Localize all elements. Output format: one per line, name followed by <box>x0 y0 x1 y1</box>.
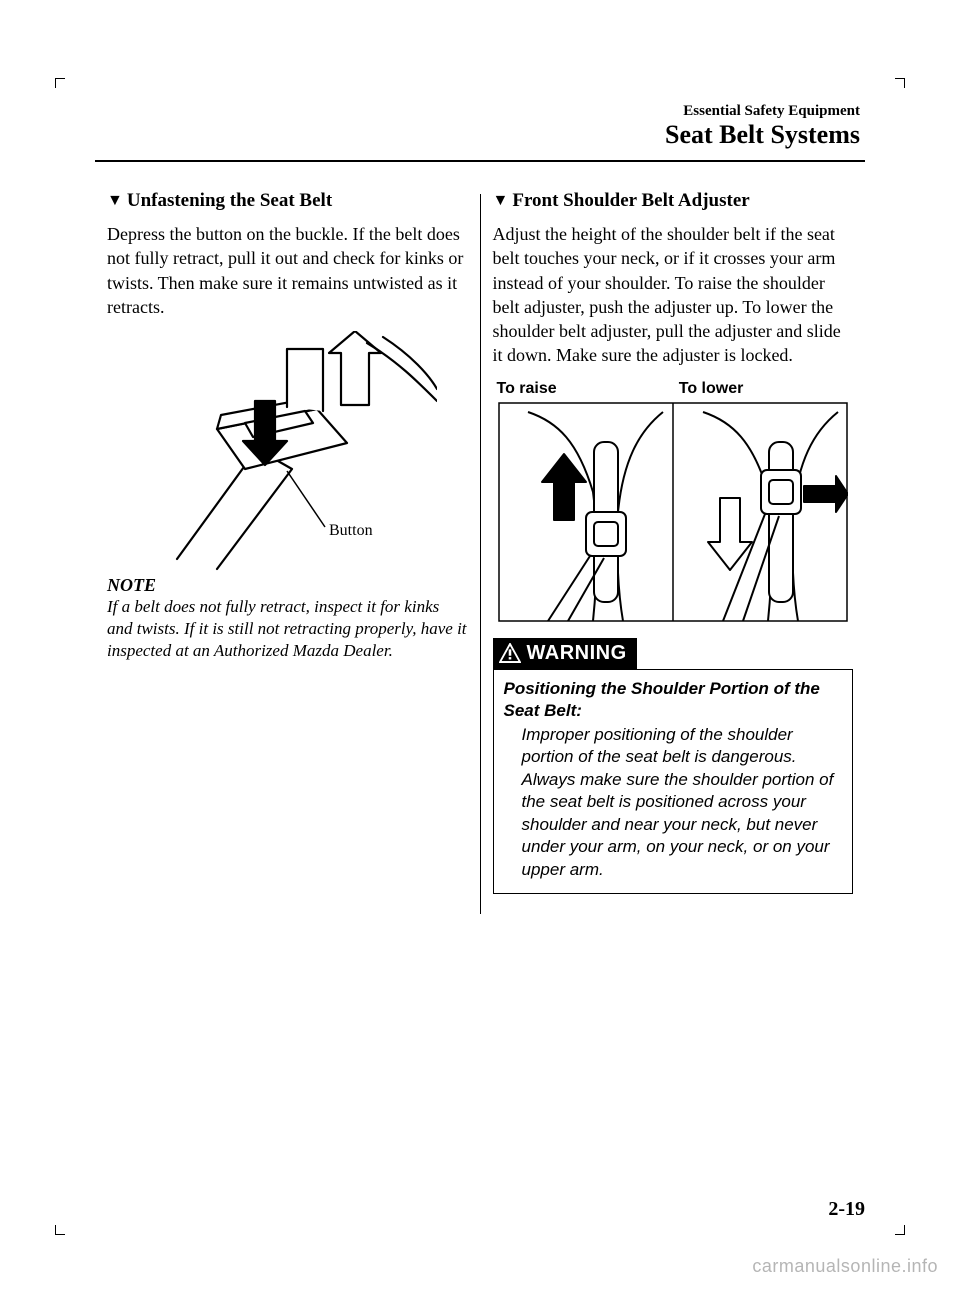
seat-belt-buckle-illustration: Button <box>137 331 437 571</box>
figure-label-button: Button <box>329 522 373 539</box>
body-text: Depress the button on the buckle. If the… <box>107 222 468 319</box>
crop-mark <box>55 1225 65 1235</box>
shoulder-adjuster-illustration <box>498 402 848 622</box>
section-title: Seat Belt Systems <box>100 120 860 150</box>
figure-labels-row: To raise To lower <box>493 380 854 402</box>
watermark: carmanualsonline.info <box>752 1256 938 1277</box>
warning-title: Positioning the Shoulder Portion of the … <box>504 678 843 722</box>
warning-box: WARNING Positioning the Shoulder Portion… <box>493 638 854 894</box>
figure-label-lower: To lower <box>667 380 849 398</box>
note-body: If a belt does not fully retract, inspec… <box>107 596 468 662</box>
triangle-bullet-icon: ▼ <box>493 190 509 212</box>
warning-text: Improper positioning of the shoulder por… <box>504 724 843 881</box>
subsection-heading: ▼ Front Shoulder Belt Adjuster <box>493 190 854 212</box>
figure-label-raise: To raise <box>497 380 667 398</box>
crop-mark <box>55 78 65 88</box>
subsection-heading: ▼ Unfastening the Seat Belt <box>107 190 468 212</box>
figure-shoulder-adjuster <box>493 402 854 622</box>
body-text: Adjust the height of the shoulder belt i… <box>493 222 854 368</box>
two-column-layout: ▼ Unfastening the Seat Belt Depress the … <box>95 190 865 914</box>
triangle-bullet-icon: ▼ <box>107 190 123 212</box>
right-column: ▼ Front Shoulder Belt Adjuster Adjust th… <box>481 190 866 914</box>
subsection-title: Front Shoulder Belt Adjuster <box>512 190 749 212</box>
warning-header: WARNING <box>493 638 637 669</box>
crop-mark <box>895 78 905 88</box>
left-column: ▼ Unfastening the Seat Belt Depress the … <box>95 190 480 914</box>
figure-unfasten-belt: Button <box>107 331 468 571</box>
note-heading: NOTE <box>107 575 468 596</box>
page-number: 2-19 <box>828 1198 865 1221</box>
manual-page: Essential Safety Equipment Seat Belt Sys… <box>0 0 960 1293</box>
header-rule <box>95 160 865 162</box>
crop-mark <box>895 1225 905 1235</box>
warning-body: Positioning the Shoulder Portion of the … <box>493 669 854 894</box>
warning-triangle-icon <box>499 643 521 663</box>
page-header: Essential Safety Equipment Seat Belt Sys… <box>95 103 865 156</box>
subsection-title: Unfastening the Seat Belt <box>127 190 332 212</box>
warning-label: WARNING <box>527 642 627 665</box>
chapter-title: Essential Safety Equipment <box>100 103 860 120</box>
